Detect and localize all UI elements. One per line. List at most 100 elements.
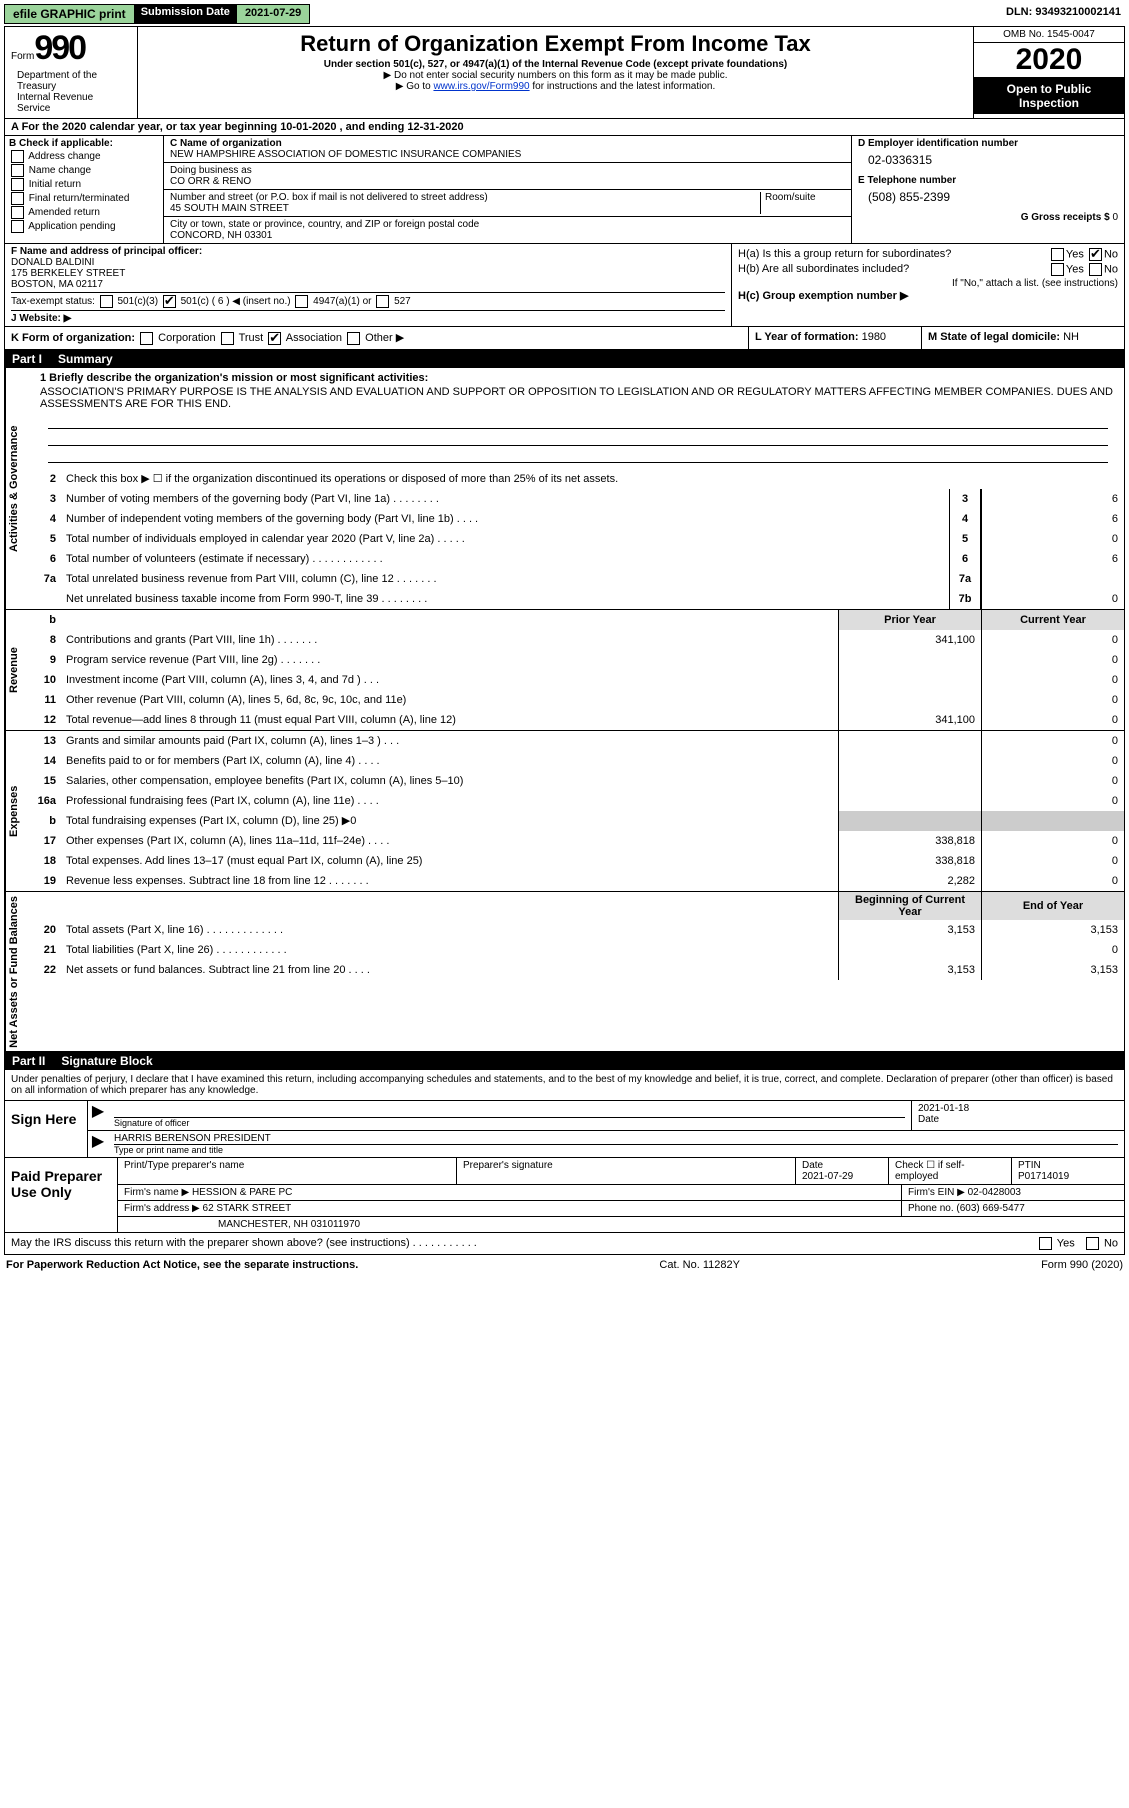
- gross-receipts: 0: [1112, 212, 1118, 223]
- form-title: Return of Organization Exempt From Incom…: [144, 31, 967, 57]
- header-right: OMB No. 1545-0047 2020 Open to Public In…: [974, 27, 1124, 118]
- phone-value: (508) 855-2399: [868, 190, 1118, 204]
- ein-value: 02-0336315: [868, 153, 1118, 167]
- officer-addr2: BOSTON, MA 02117: [11, 279, 725, 290]
- form-subtitle: Under section 501(c), 527, or 4947(a)(1)…: [144, 59, 967, 70]
- check-name-change[interactable]: Name change: [9, 164, 159, 177]
- website-row: J Website: ▶: [11, 310, 725, 324]
- topbar: efile GRAPHIC print Submission Date 2021…: [4, 4, 1125, 24]
- irs-link[interactable]: www.irs.gov/Form990: [433, 81, 529, 92]
- paid-preparer-block: Paid Preparer Use Only Print/Type prepar…: [4, 1158, 1125, 1233]
- summary-line: 4Number of independent voting members of…: [32, 509, 1124, 529]
- check-applicable-col: B Check if applicable: Address change Na…: [5, 136, 164, 243]
- org-address: 45 SOUTH MAIN STREET: [170, 203, 760, 214]
- firm-addr1: 62 STARK STREET: [203, 1203, 292, 1214]
- section-f-h: F Name and address of principal officer:…: [4, 244, 1125, 327]
- check-address-change[interactable]: Address change: [9, 150, 159, 163]
- org-info-col: C Name of organization NEW HAMPSHIRE ASS…: [164, 136, 852, 243]
- check-final-return[interactable]: Final return/terminated: [9, 192, 159, 205]
- period-row: A For the 2020 calendar year, or tax yea…: [4, 119, 1125, 136]
- k-trust[interactable]: [221, 332, 234, 345]
- discuss-row: May the IRS discuss this return with the…: [4, 1233, 1125, 1255]
- summary-line: 15Salaries, other compensation, employee…: [32, 771, 1124, 791]
- firm-addr2: MANCHESTER, NH 031011970: [118, 1217, 1124, 1232]
- form-note2: ▶ Go to www.irs.gov/Form990 for instruct…: [144, 81, 967, 92]
- sign-here-block: Sign Here ▶ Signature of officer 2021-01…: [4, 1101, 1125, 1158]
- firm-phone: (603) 669-5477: [956, 1203, 1024, 1214]
- mission-text: ASSOCIATION'S PRIMARY PURPOSE IS THE ANA…: [40, 384, 1116, 412]
- section-b-c-d: B Check if applicable: Address change Na…: [4, 136, 1125, 244]
- dln-label: DLN: 93493210002141: [1002, 4, 1125, 24]
- form-header: Form990 Department of the Treasury Inter…: [4, 26, 1125, 119]
- form-of-org: K Form of organization: Corporation Trus…: [5, 327, 749, 349]
- check-501c[interactable]: [163, 295, 176, 308]
- open-to-public: Open to Public Inspection: [974, 78, 1124, 114]
- form-number-cell: Form990 Department of the Treasury Inter…: [5, 27, 138, 118]
- check-amended-return[interactable]: Amended return: [9, 206, 159, 219]
- part2-header: Part IISignature Block: [4, 1052, 1125, 1070]
- right-info-col: D Employer identification number 02-0336…: [852, 136, 1124, 243]
- summary-line: 9Program service revenue (Part VIII, lin…: [32, 650, 1124, 670]
- summary-line: bTotal fundraising expenses (Part IX, co…: [32, 811, 1124, 831]
- summary-line: 3Number of voting members of the governi…: [32, 489, 1124, 509]
- hb-yes[interactable]: [1051, 263, 1064, 276]
- sign-date: 2021-01-18: [918, 1103, 1118, 1114]
- summary-line: 20Total assets (Part X, line 16) . . . .…: [32, 920, 1124, 940]
- summary-line: 18Total expenses. Add lines 13–17 (must …: [32, 851, 1124, 871]
- summary-line: 10Investment income (Part VIII, column (…: [32, 670, 1124, 690]
- summary-line: 12Total revenue—add lines 8 through 11 (…: [32, 710, 1124, 730]
- officer-col: F Name and address of principal officer:…: [5, 244, 732, 326]
- check-527[interactable]: [376, 295, 389, 308]
- officer-addr1: 175 BERKELEY STREET: [11, 268, 725, 279]
- form-note1: ▶ Do not enter social security numbers o…: [144, 70, 967, 81]
- efile-button[interactable]: efile GRAPHIC print: [4, 4, 135, 24]
- summary-line: 21Total liabilities (Part X, line 26) . …: [32, 940, 1124, 960]
- org-dba: CO ORR & RENO: [170, 176, 845, 187]
- check-4947[interactable]: [295, 295, 308, 308]
- submission-date-value: 2021-07-29: [236, 4, 310, 24]
- h-section: H(a) Is this a group return for subordin…: [732, 244, 1124, 326]
- omb-number: OMB No. 1545-0047: [974, 27, 1124, 43]
- org-name: NEW HAMPSHIRE ASSOCIATION OF DOMESTIC IN…: [170, 149, 845, 160]
- ha-no[interactable]: [1089, 248, 1102, 261]
- summary-line: 5Total number of individuals employed in…: [32, 529, 1124, 549]
- summary-line: 19Revenue less expenses. Subtract line 1…: [32, 871, 1124, 891]
- discuss-yes[interactable]: [1039, 1237, 1052, 1250]
- check-initial-return[interactable]: Initial return: [9, 178, 159, 191]
- summary-line: 11Other revenue (Part VIII, column (A), …: [32, 690, 1124, 710]
- self-employed-check[interactable]: Check ☐ if self-employed: [889, 1158, 1012, 1184]
- tax-year: 2020: [974, 43, 1124, 78]
- summary-line: 14Benefits paid to or for members (Part …: [32, 751, 1124, 771]
- k-other[interactable]: [347, 332, 360, 345]
- department-text: Department of the Treasury Internal Reve…: [11, 68, 131, 116]
- ptin-value: P01714019: [1018, 1171, 1069, 1182]
- officer-name: DONALD BALDINI: [11, 257, 725, 268]
- preparer-date: 2021-07-29: [802, 1171, 853, 1182]
- tab-governance: Activities & Governance: [5, 368, 32, 609]
- summary-line: 8Contributions and grants (Part VIII, li…: [32, 630, 1124, 650]
- penalty-text: Under penalties of perjury, I declare th…: [4, 1070, 1125, 1101]
- k-association[interactable]: [268, 332, 281, 345]
- check-501c3[interactable]: [100, 295, 113, 308]
- summary-line: 16aProfessional fundraising fees (Part I…: [32, 791, 1124, 811]
- page-footer: For Paperwork Reduction Act Notice, see …: [4, 1255, 1125, 1275]
- summary-line: 22Net assets or fund balances. Subtract …: [32, 960, 1124, 980]
- hb-no[interactable]: [1089, 263, 1102, 276]
- k-corporation[interactable]: [140, 332, 153, 345]
- org-city: CONCORD, NH 03301: [170, 230, 845, 241]
- summary-line: 7aTotal unrelated business revenue from …: [32, 569, 1124, 589]
- firm-ein: 02-0428003: [968, 1187, 1021, 1198]
- check-application-pending[interactable]: Application pending: [9, 220, 159, 233]
- tab-revenue: Revenue: [5, 610, 32, 730]
- summary-line: 13Grants and similar amounts paid (Part …: [32, 731, 1124, 751]
- summary-line: 6Total number of volunteers (estimate if…: [32, 549, 1124, 569]
- row-k-l-m: K Form of organization: Corporation Trus…: [4, 327, 1125, 350]
- submission-date-label: Submission Date: [135, 4, 236, 24]
- summary-line: 17Other expenses (Part IX, column (A), l…: [32, 831, 1124, 851]
- discuss-no[interactable]: [1086, 1237, 1099, 1250]
- ha-yes[interactable]: [1051, 248, 1064, 261]
- state-domicile: M State of legal domicile: NH: [922, 327, 1124, 349]
- firm-name: HESSION & PARE PC: [192, 1187, 292, 1198]
- officer-name-title: HARRIS BERENSON PRESIDENT: [114, 1133, 1118, 1144]
- tab-expenses: Expenses: [5, 731, 32, 891]
